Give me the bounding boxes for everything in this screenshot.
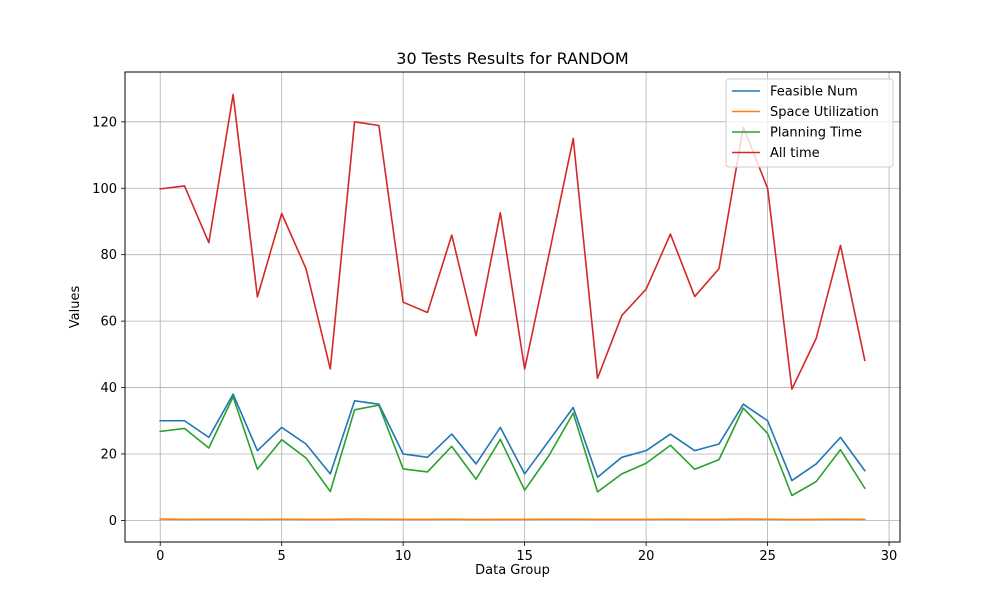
y-tick-label: 40 — [100, 381, 117, 396]
legend-label: Feasible Num — [770, 85, 858, 100]
legend: Feasible Num Space Utilization Planning Ti… — [725, 78, 894, 168]
x-tick-label: 20 — [638, 549, 655, 564]
y-axis-label: Values — [68, 286, 83, 329]
grid — [125, 72, 900, 542]
x-axis-label: Data Group — [475, 563, 550, 578]
chart-title: 30 Tests Results for RANDOM — [396, 49, 628, 68]
legend-label: Space Utilization — [770, 105, 879, 120]
plot-frame — [124, 71, 901, 543]
legend-box — [725, 78, 894, 168]
y-tick-label: 20 — [100, 447, 117, 462]
series-line-planning-time — [159, 396, 866, 497]
x-tick-label: 30 — [881, 549, 898, 564]
legend-label: All time — [770, 146, 820, 161]
y-tick-label: 100 — [92, 182, 117, 197]
x-tick-label: 5 — [278, 549, 286, 564]
x-tick-label: 0 — [156, 549, 164, 564]
series-line-feasible-num — [159, 393, 866, 482]
x-tick-label: 10 — [395, 549, 412, 564]
y-tick-label: 120 — [92, 115, 117, 130]
x-tick-label: 15 — [516, 549, 533, 564]
y-tick-label: 80 — [100, 248, 117, 263]
series-line-space-utilization — [159, 518, 866, 521]
y-tick-label: 60 — [100, 315, 117, 330]
y-tick-label: 0 — [109, 514, 117, 529]
ticks: 0 5 10 15 20 25 30 0 20 40 60 80 100 120 — [92, 115, 897, 564]
legend-label: Planning Time — [770, 126, 862, 141]
x-tick-label: 25 — [759, 549, 776, 564]
